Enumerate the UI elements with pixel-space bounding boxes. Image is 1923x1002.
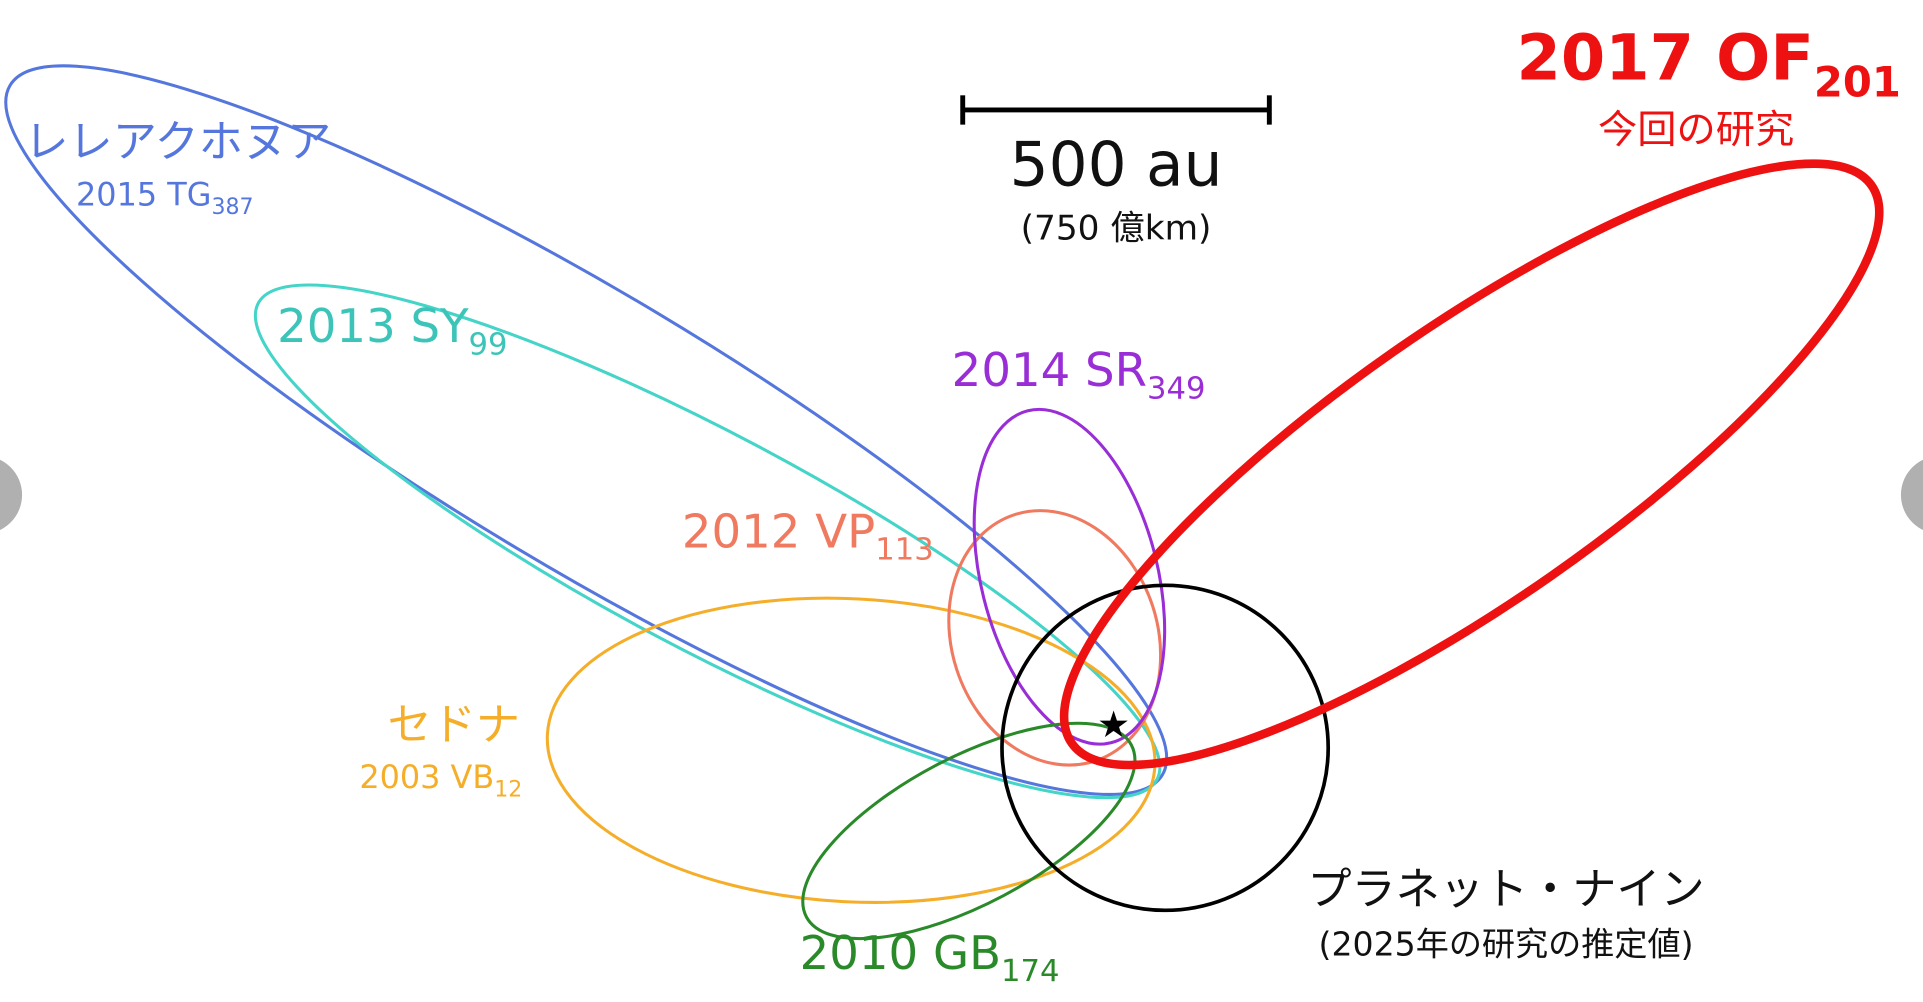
subscript: 174 — [1001, 954, 1060, 989]
note-2017-of201: 今回の研究 — [1598, 108, 1794, 153]
label-2013-sy99: 2013 SY99 — [277, 299, 507, 362]
designation: 2003 VB — [359, 758, 494, 796]
orbit-2010-gb174 — [801, 721, 1137, 941]
label-2017-of201: 2017 OF201 — [1517, 22, 1901, 107]
subscript: 113 — [875, 533, 934, 568]
label-2014-sr349: 2014 SR349 — [952, 343, 1206, 406]
designation: 2010 GB — [800, 926, 1001, 980]
name-sedna: セドナ — [388, 699, 520, 750]
prev-button[interactable] — [0, 456, 23, 534]
orbit-2013-sy99 — [253, 283, 1162, 800]
subscript: 349 — [1147, 371, 1206, 406]
designation: 2014 SR — [952, 343, 1147, 397]
name-planet-nine: プラネット・ナイン — [1307, 864, 1704, 915]
subscript: 12 — [494, 778, 522, 803]
orbit-2017-of201 — [1059, 159, 1884, 770]
orbit-2014-sr349 — [972, 407, 1167, 746]
orbit-sedna — [545, 596, 1157, 904]
designation: 2013 SY — [277, 299, 469, 353]
label-2010-gb174: 2010 GB174 — [800, 926, 1060, 989]
designation: 2017 OF — [1517, 22, 1814, 96]
label-2012-vp113: 2012 VP113 — [682, 505, 934, 568]
label-2015-tg387: 2015 TG387 — [76, 175, 254, 219]
designation: 2015 TG — [76, 175, 211, 213]
orbit-leleakuhonua — [4, 64, 1169, 796]
orbit-planet-nine — [1000, 583, 1331, 913]
sun-star: ★ — [1097, 703, 1130, 746]
designation: 2012 VP — [682, 505, 875, 559]
note-planet-nine: (2025年の研究の推定値) — [1319, 925, 1694, 964]
scale-label: 500 au — [1010, 130, 1223, 201]
label-2003-vb12: 2003 VB12 — [359, 758, 522, 802]
next-button[interactable] — [1900, 456, 1923, 534]
subscript: 201 — [1814, 58, 1901, 107]
subscript: 387 — [211, 195, 253, 220]
subscript: 99 — [469, 327, 508, 362]
scale-note: (750 億km) — [1021, 209, 1212, 249]
name-leleakuhonua: レレアクホヌア — [24, 116, 331, 167]
